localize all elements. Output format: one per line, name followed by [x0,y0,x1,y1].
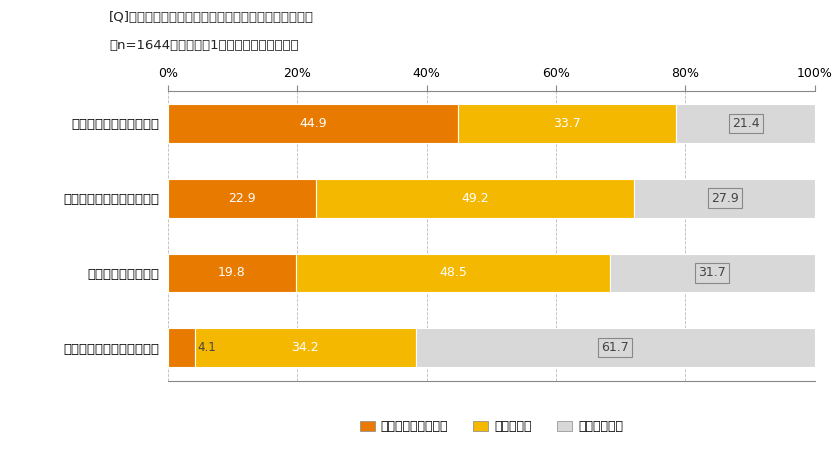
Text: 31.7: 31.7 [698,266,726,280]
Bar [168,254,296,293]
Bar [296,254,610,293]
Bar [168,104,459,143]
Text: 33.7: 33.7 [554,117,581,130]
Text: 48.5: 48.5 [439,266,467,280]
Text: 4.1: 4.1 [197,342,217,354]
Bar [610,254,815,293]
Bar [459,104,676,143]
Legend: 一番多く持っている, 持っている, 持っていない: 一番多く持っている, 持っている, 持っていない [354,415,628,438]
Bar [195,328,416,367]
Bar [634,178,815,217]
Text: 21.4: 21.4 [732,117,759,130]
Bar [316,178,634,217]
Bar [168,178,316,217]
Text: 49.2: 49.2 [461,192,489,205]
Text: 44.9: 44.9 [299,117,327,130]
Text: 61.7: 61.7 [601,342,629,354]
Text: 27.9: 27.9 [711,192,738,205]
Bar [168,328,195,367]
Text: （n=1644、ブラを週1回以上着けている人）: （n=1644、ブラを週1回以上着けている人） [109,39,299,52]
Bar [416,328,815,367]
Bar [676,104,815,143]
Text: 19.8: 19.8 [218,266,246,280]
Text: 34.2: 34.2 [291,342,319,354]
Text: [Q]現在お持ちのブラジャーは、どんなタイプですか？: [Q]現在お持ちのブラジャーは、どんなタイプですか？ [109,11,314,24]
Text: 22.9: 22.9 [228,192,256,205]
